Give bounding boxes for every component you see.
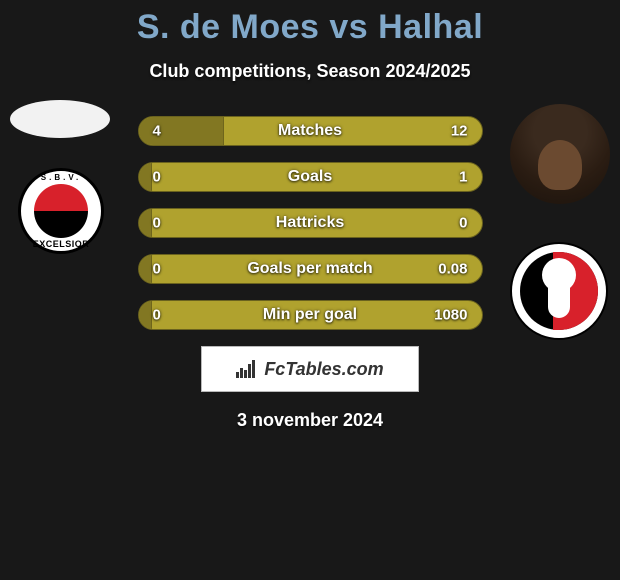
stat-label: Matches xyxy=(278,122,342,140)
club-left-text-bottom: EXCELSIOR xyxy=(21,239,101,249)
club-left-badge: S.B.V. EXCELSIOR xyxy=(18,168,104,254)
page-title: S. de Moes vs Halhal xyxy=(0,0,620,47)
stat-value-right: 0.08 xyxy=(438,261,467,278)
stat-row: 0 Min per goal 1080 xyxy=(138,300,483,330)
stat-value-right: 0 xyxy=(459,215,467,232)
club-right-badge xyxy=(510,242,608,340)
stat-value-left: 0 xyxy=(153,307,161,324)
stat-value-left: 4 xyxy=(153,123,161,140)
stat-label: Min per goal xyxy=(263,306,357,324)
stat-value-right: 12 xyxy=(451,123,468,140)
stat-label: Hattricks xyxy=(276,214,344,232)
chart-icon xyxy=(236,360,258,378)
stat-fill-left xyxy=(139,209,153,237)
comparison-content: S.B.V. EXCELSIOR 4 Matches 12 0 Goals 1 0 Hattr… xyxy=(0,110,620,431)
stat-bars: 4 Matches 12 0 Goals 1 0 Hattricks 0 0 Goals per m… xyxy=(138,110,483,330)
stat-value-right: 1080 xyxy=(434,307,467,324)
stat-fill-left xyxy=(139,117,225,145)
stat-row: 4 Matches 12 xyxy=(138,116,483,146)
stat-fill-left xyxy=(139,301,153,329)
stat-row: 0 Goals per match 0.08 xyxy=(138,254,483,284)
stat-value-left: 0 xyxy=(153,169,161,186)
stat-value-left: 0 xyxy=(153,215,161,232)
player-right-avatar xyxy=(510,104,610,204)
stat-value-right: 1 xyxy=(459,169,467,186)
watermark-text: FcTables.com xyxy=(264,359,383,380)
stat-value-left: 0 xyxy=(153,261,161,278)
stat-label: Goals per match xyxy=(247,260,372,278)
club-left-text-top: S.B.V. xyxy=(21,173,101,182)
date-text: 3 november 2024 xyxy=(0,410,620,431)
club-right-inner-bar xyxy=(548,264,570,318)
stat-label: Goals xyxy=(288,168,332,186)
watermark: FcTables.com xyxy=(201,346,419,392)
stat-row: 0 Hattricks 0 xyxy=(138,208,483,238)
stat-fill-left xyxy=(139,163,153,191)
stat-fill-left xyxy=(139,255,153,283)
subtitle: Club competitions, Season 2024/2025 xyxy=(0,61,620,82)
player-left-avatar xyxy=(10,100,110,138)
stat-row: 0 Goals 1 xyxy=(138,162,483,192)
